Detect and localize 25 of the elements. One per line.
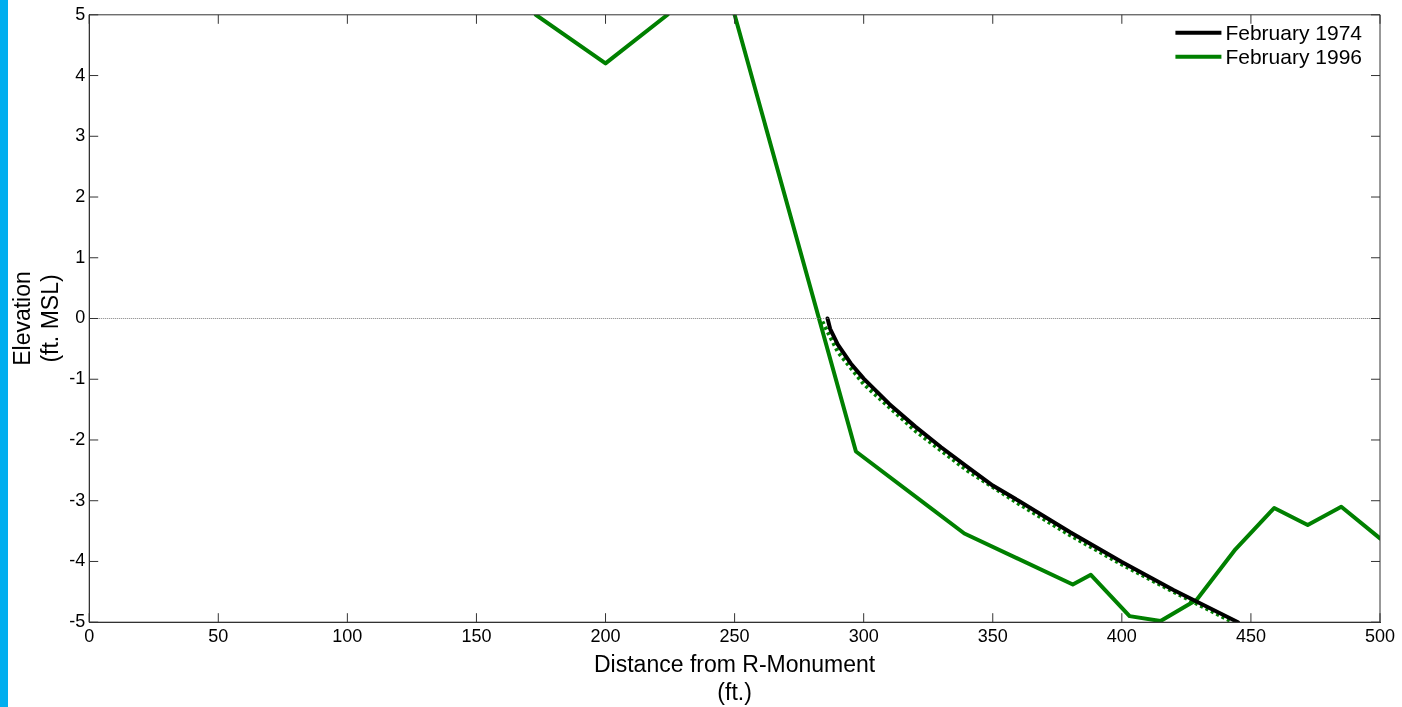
x-tick-label: 400 [1106, 625, 1137, 646]
x-axis-title: Distance from R-Monument (ft.) [594, 650, 876, 705]
x-tick-label: 100 [332, 625, 363, 646]
y-tick-label: 4 [75, 64, 86, 85]
x-tick-label: 350 [977, 625, 1008, 646]
y-tick-label: 0 [75, 307, 86, 328]
legend-label: February 1974 [1225, 20, 1363, 44]
y-tick-label: 1 [75, 246, 86, 267]
y-tick-label: -4 [69, 550, 86, 571]
y-tick-label: 5 [75, 3, 86, 24]
x-tick-label: 450 [1235, 625, 1266, 646]
y-tick-label: 2 [75, 185, 86, 206]
x-tick-label: 250 [719, 625, 750, 646]
x-tick-label: 500 [1364, 625, 1396, 646]
x-tick-label: 150 [461, 625, 492, 646]
y-tick-label: 3 [75, 125, 86, 146]
x-tick-label: 200 [590, 625, 621, 646]
y-tick-label: -5 [69, 611, 86, 632]
x-tick-label: 300 [848, 625, 879, 646]
y-tick-label: -3 [69, 489, 86, 510]
legend-label: February 1996 [1225, 44, 1363, 68]
y-tick-label: -1 [69, 368, 86, 389]
y-axis-title: Elevation (ft. MSL) [9, 271, 63, 366]
x-tick-label: 50 [208, 625, 229, 646]
y-tick-label: -2 [69, 428, 86, 449]
